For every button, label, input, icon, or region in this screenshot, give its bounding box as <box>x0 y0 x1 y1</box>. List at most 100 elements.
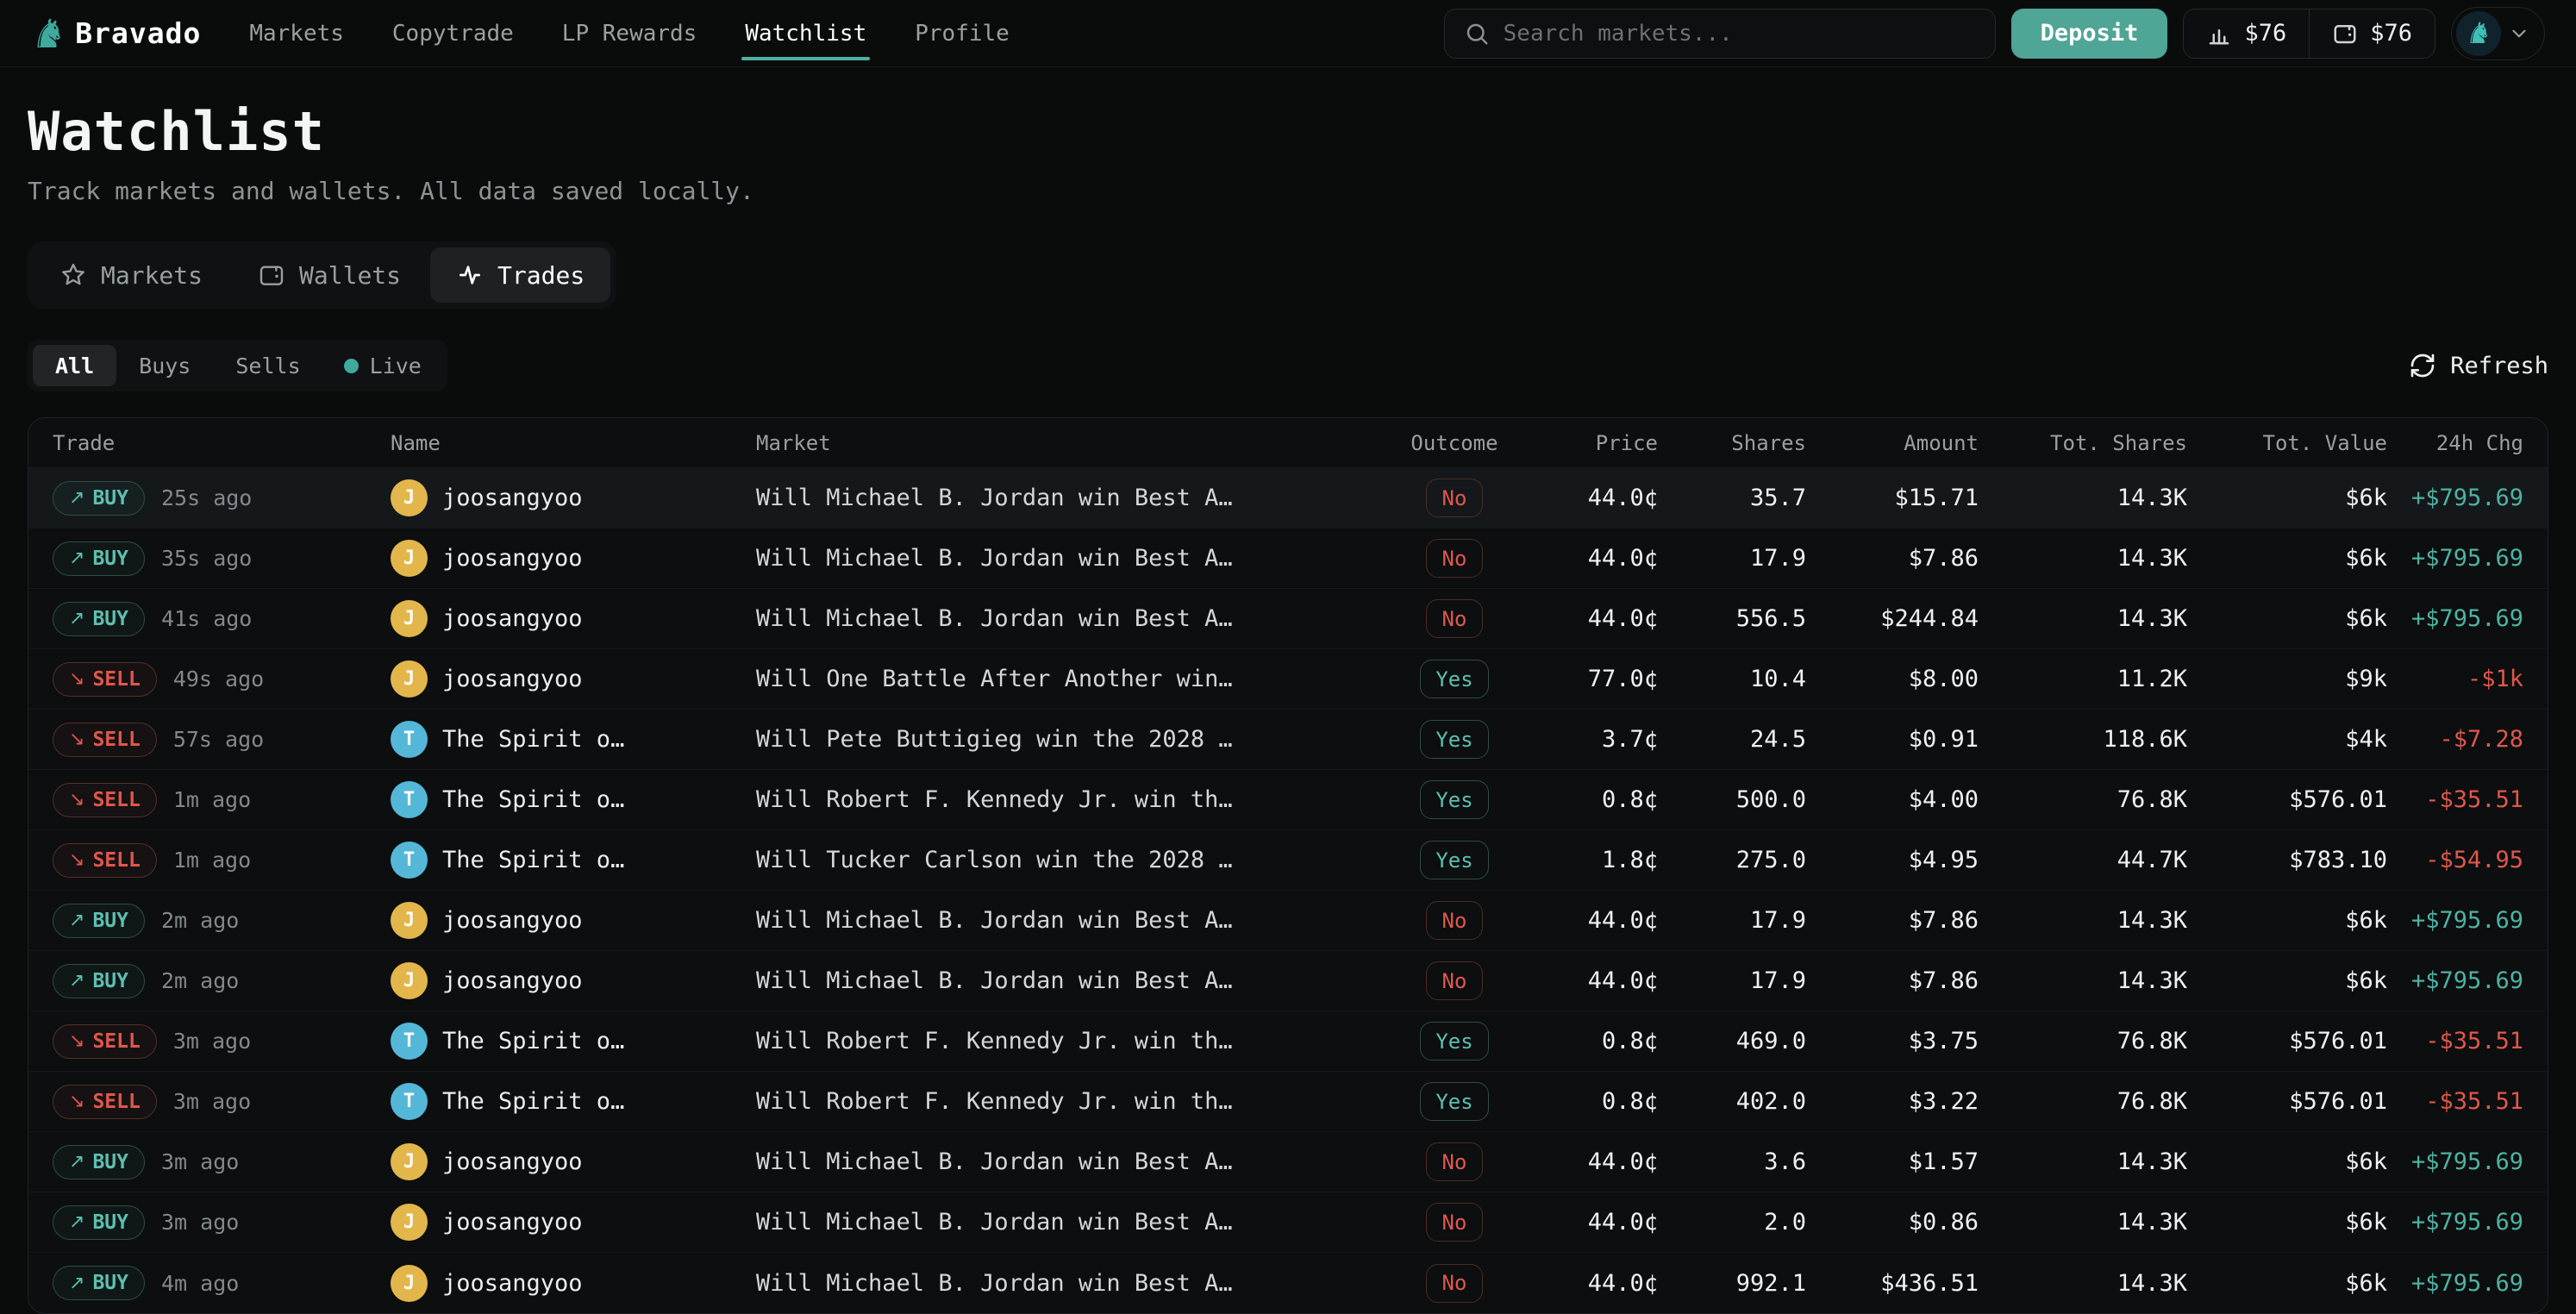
trade-cell: ↘ SELL 1m ago <box>53 842 391 878</box>
trader-name[interactable]: joosangyoo <box>442 485 583 511</box>
table-row[interactable]: ↗ BUY 25s ago J joosangyoo Will Michael … <box>28 468 2548 529</box>
market-title[interactable]: Will Robert F. Kennedy Jr. win th… <box>756 1088 1233 1115</box>
tot-shares-value: 76.8K <box>2116 1028 2187 1054</box>
nav-item-markets[interactable]: Markets <box>249 20 344 47</box>
trade-side-label: BUY <box>92 1150 128 1173</box>
wallet-icon <box>2332 21 2358 47</box>
market-title[interactable]: Will One Battle After Another win… <box>756 666 1233 692</box>
trader-name[interactable]: joosangyoo <box>442 907 583 934</box>
tot-value-value: $6k <box>2345 605 2387 632</box>
brand-logo[interactable]: ♞ Bravado <box>31 9 201 57</box>
table-row[interactable]: ↗ BUY 3m ago J joosangyoo Will Michael B… <box>28 1192 2548 1253</box>
table-row[interactable]: ↘ SELL 3m ago T The Spirit o… Will Rober… <box>28 1072 2548 1132</box>
market-title[interactable]: Will Robert F. Kennedy Jr. win th… <box>756 786 1233 813</box>
trader-name[interactable]: joosangyoo <box>442 1269 583 1297</box>
filter-sells[interactable]: Sells <box>235 353 301 379</box>
price-value: 0.8¢ <box>1601 786 1658 813</box>
market-title[interactable]: Will Michael B. Jordan win Best A… <box>756 485 1233 511</box>
market-title[interactable]: Will Robert F. Kennedy Jr. win th… <box>756 1028 1233 1054</box>
outcome-cell: No <box>1391 599 1518 638</box>
tot-value-value: $6k <box>2345 1148 2387 1175</box>
trade-direction-icon: ↘ <box>69 1030 85 1052</box>
trader-name[interactable]: joosangyoo <box>442 1209 583 1236</box>
tab-trades[interactable]: Trades <box>430 247 611 303</box>
name-cell: J joosangyoo <box>391 1143 756 1180</box>
filter-buys[interactable]: Buys <box>139 353 191 379</box>
outcome-cell: Yes <box>1391 720 1518 759</box>
market-title[interactable]: Will Michael B. Jordan win Best A… <box>756 1209 1233 1236</box>
table-row[interactable]: ↗ BUY 41s ago J joosangyoo Will Michael … <box>28 589 2548 649</box>
trade-side-label: SELL <box>92 1029 141 1053</box>
nav-item-lp-rewards[interactable]: LP Rewards <box>561 20 697 47</box>
trader-name[interactable]: The Spirit o… <box>442 1088 625 1115</box>
market-title[interactable]: Will Michael B. Jordan win Best A… <box>756 967 1233 994</box>
wallet-balance[interactable]: $76 <box>2309 9 2435 58</box>
tot-value-value: $6k <box>2345 1209 2387 1236</box>
trader-name[interactable]: The Spirit o… <box>442 847 625 873</box>
trade-cell: ↗ BUY 4m ago <box>53 1266 391 1300</box>
trade-direction-icon: ↘ <box>69 789 85 810</box>
chg-24h-value: +$795.69 <box>2410 1148 2523 1175</box>
refresh-button[interactable]: Refresh <box>2409 352 2548 379</box>
chg-24h-value: -$54.95 <box>2425 847 2523 873</box>
trader-name[interactable]: joosangyoo <box>442 666 583 692</box>
table-row[interactable]: ↗ BUY 2m ago J joosangyoo Will Michael B… <box>28 951 2548 1011</box>
trade-side-badge: ↗ BUY <box>53 963 145 998</box>
outcome-cell: No <box>1391 901 1518 940</box>
table-row[interactable]: ↗ BUY 4m ago J joosangyoo Will Michael B… <box>28 1253 2548 1313</box>
portfolio-balance[interactable]: $76 <box>2184 9 2309 58</box>
nav-item-watchlist[interactable]: Watchlist <box>741 0 871 67</box>
table-row[interactable]: ↗ BUY 2m ago J joosangyoo Will Michael B… <box>28 891 2548 951</box>
tab-markets[interactable]: Markets <box>34 247 228 303</box>
trade-cell: ↗ BUY 3m ago <box>53 1204 391 1240</box>
price-value: 44.0¢ <box>1587 1209 1658 1236</box>
nav-item-profile[interactable]: Profile <box>915 20 1010 47</box>
live-indicator[interactable]: Live <box>323 354 442 379</box>
table-row[interactable]: ↘ SELL 57s ago T The Spirit o… Will Pete… <box>28 710 2548 770</box>
trade-direction-icon: ↘ <box>69 849 85 871</box>
search-input[interactable] <box>1503 20 1976 47</box>
deposit-button[interactable]: Deposit <box>2010 8 2168 59</box>
outcome-badge: No <box>1426 1203 1483 1242</box>
outcome-badge: No <box>1426 901 1483 940</box>
table-row[interactable]: ↗ BUY 3m ago J joosangyoo Will Michael B… <box>28 1132 2548 1192</box>
search-box[interactable] <box>1443 8 1996 59</box>
tot-value-value: $576.01 <box>2289 1028 2387 1054</box>
table-row[interactable]: ↘ SELL 49s ago J joosangyoo Will One Bat… <box>28 649 2548 710</box>
trade-direction-icon: ↘ <box>69 729 85 750</box>
trade-side-badge: ↗ BUY <box>53 480 145 516</box>
trader-name[interactable]: joosangyoo <box>442 1148 583 1175</box>
filter-row: All Buys Sells Live Refresh <box>28 340 2548 391</box>
trader-name[interactable]: joosangyoo <box>442 545 583 572</box>
account-menu[interactable]: ♞ <box>2451 6 2545 60</box>
table-row[interactable]: ↗ BUY 35s ago J joosangyoo Will Michael … <box>28 529 2548 589</box>
tab-wallets[interactable]: Wallets <box>232 247 427 303</box>
market-title[interactable]: Will Michael B. Jordan win Best A… <box>756 545 1233 572</box>
filter-all[interactable]: All <box>33 345 117 386</box>
trader-avatar: T <box>391 842 428 879</box>
table-row[interactable]: ↘ SELL 3m ago T The Spirit o… Will Rober… <box>28 1011 2548 1072</box>
trader-name[interactable]: joosangyoo <box>442 967 583 994</box>
trades-table: Trade Name Market Outcome Price Shares A… <box>28 417 2548 1314</box>
market-title[interactable]: Will Michael B. Jordan win Best A… <box>756 605 1233 632</box>
horse-logo-icon: ♞ <box>31 9 67 57</box>
market-title[interactable]: Will Michael B. Jordan win Best A… <box>756 907 1233 934</box>
trade-direction-icon: ↗ <box>69 910 85 931</box>
market-title[interactable]: Will Pete Buttigieg win the 2028 … <box>756 726 1233 753</box>
trader-name[interactable]: The Spirit o… <box>442 1028 625 1054</box>
nav-links: Markets Copytrade LP Rewards Watchlist P… <box>249 0 1010 67</box>
tot-shares-value: 14.3K <box>2116 545 2187 572</box>
outcome-cell: Yes <box>1391 1082 1518 1121</box>
market-title[interactable]: Will Tucker Carlson win the 2028 … <box>756 847 1233 873</box>
market-title[interactable]: Will Michael B. Jordan win Best A… <box>756 1269 1233 1297</box>
trader-name[interactable]: The Spirit o… <box>442 786 625 813</box>
trade-side-label: SELL <box>92 788 141 811</box>
trader-name[interactable]: joosangyoo <box>442 605 583 632</box>
table-row[interactable]: ↘ SELL 1m ago T The Spirit o… Will Rober… <box>28 770 2548 830</box>
trader-name[interactable]: The Spirit o… <box>442 726 625 753</box>
table-row[interactable]: ↘ SELL 1m ago T The Spirit o… Will Tucke… <box>28 830 2548 891</box>
user-avatar: ♞ <box>2456 10 2501 56</box>
trade-cell: ↗ BUY 3m ago <box>53 1144 391 1179</box>
market-title[interactable]: Will Michael B. Jordan win Best A… <box>756 1148 1233 1175</box>
nav-item-copytrade[interactable]: Copytrade <box>391 20 514 47</box>
